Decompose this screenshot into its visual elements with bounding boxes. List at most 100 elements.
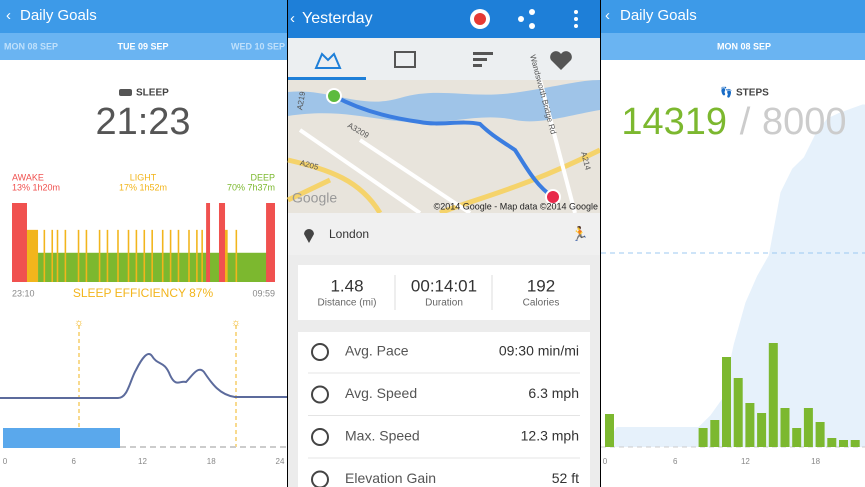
location-icon — [304, 229, 314, 243]
legend-name: DEEP — [250, 172, 275, 182]
legend-name: AWAKE — [12, 172, 44, 182]
menu-icon[interactable] — [574, 10, 578, 28]
map-copyright: ©2014 Google - Map data ©2014 Google — [434, 201, 598, 211]
bar — [827, 438, 837, 447]
steps-goal: 8000 — [762, 101, 847, 143]
app-bar — [0, 0, 287, 33]
stat-value: 1.48 — [330, 276, 363, 295]
end-pin — [545, 189, 561, 205]
back[interactable]: ‹ — [605, 7, 610, 24]
photo-tab[interactable] — [394, 51, 416, 68]
stage-stripe — [201, 229, 203, 282]
date-bar — [601, 33, 865, 60]
x-tick-label: 18 — [811, 457, 820, 466]
stage-stripe — [51, 229, 54, 282]
date[interactable]: MON 08 SEP — [4, 41, 58, 51]
x-tick-label: 12 — [741, 457, 750, 466]
stage-stripe — [169, 229, 172, 282]
bar — [710, 420, 720, 447]
date[interactable]: MON 08 SEP — [717, 41, 771, 51]
stage-stripe — [64, 229, 67, 282]
roads — [286, 147, 602, 216]
sun-icon: ☼ — [231, 317, 241, 329]
sleep-total: 21:23 — [95, 101, 190, 143]
detail-icon — [311, 470, 329, 487]
sleep-stages — [12, 203, 275, 282]
separator: / — [740, 101, 751, 143]
tab-bar — [288, 38, 600, 80]
bar — [757, 413, 767, 447]
steps-count: 14319 — [621, 101, 727, 143]
stats: 1.48 Distance (mi) 00:14:01 Duration 192 Calo… — [318, 275, 560, 310]
streets — [298, 79, 577, 215]
share-icon[interactable] — [518, 9, 535, 29]
location: London — [329, 227, 369, 241]
stage-stripe — [77, 229, 80, 282]
heart-tab[interactable] — [550, 51, 572, 70]
bar — [698, 428, 708, 447]
bar — [605, 414, 614, 447]
x-tick-label: 0 — [3, 457, 8, 466]
detail-icon — [311, 428, 329, 446]
efficiency: SLEEP EFFICIENCY 87% — [73, 286, 214, 300]
stat-label: Calories — [523, 298, 560, 309]
app-bar — [601, 0, 865, 33]
sleep-block — [3, 428, 120, 448]
date-bar — [0, 33, 287, 60]
x-tick-label: 18 — [207, 457, 216, 466]
x-tick-label: 0 — [603, 457, 608, 466]
stage-stripe — [161, 229, 164, 282]
legend-detail: 17% 1h52m — [119, 182, 167, 192]
stat-value: 192 — [527, 276, 555, 295]
detail-label: Avg. Pace — [345, 343, 409, 359]
app-icon — [474, 13, 486, 25]
section-title: STEPS — [736, 88, 769, 99]
stage-stripe — [85, 229, 88, 282]
stage-stripe — [218, 203, 226, 282]
activity-icon[interactable]: 🏃 — [571, 226, 588, 242]
stage-stripe — [235, 229, 238, 282]
detail-icon — [311, 385, 329, 404]
x-tick-label: 6 — [72, 457, 77, 466]
back[interactable]: ‹ — [290, 10, 295, 27]
details-card — [298, 332, 590, 487]
stage-stripe — [266, 203, 275, 282]
map-tab[interactable] — [314, 52, 342, 69]
back[interactable]: ‹ — [6, 7, 11, 24]
date[interactable]: WED 10 SEP — [231, 41, 285, 51]
legend-name: LIGHT — [130, 172, 157, 182]
detail-value: 52 ft — [552, 470, 579, 486]
activity-line — [0, 352, 287, 399]
map-label: A219 — [295, 90, 307, 111]
stage-stripe — [143, 229, 146, 282]
sun-icon: ☼ — [74, 317, 84, 329]
bar — [722, 357, 731, 447]
legend-detail: 13% 1h20m — [12, 182, 60, 192]
stats-tab[interactable] — [473, 52, 493, 67]
location-bar — [288, 213, 600, 255]
bar — [839, 440, 848, 447]
stage-stripe — [98, 229, 101, 282]
details: Avg. Pace 09:30 min/mi Avg. Speed 6.3 mph Ma… — [308, 343, 580, 487]
stat-label: Distance (mi) — [318, 298, 377, 309]
stage-stripe — [12, 203, 27, 282]
bar — [850, 440, 860, 447]
date[interactable]: TUE 09 SEP — [117, 41, 168, 51]
x-tick-label: 12 — [138, 457, 147, 466]
stage-stripe — [177, 229, 180, 282]
bar — [745, 403, 755, 447]
stage-stripe — [43, 229, 46, 282]
bar — [733, 378, 743, 447]
start-pin — [326, 88, 342, 104]
stage-stripe — [196, 229, 198, 282]
x-tick-label: 24 — [276, 457, 285, 466]
x-tick-label: 6 — [673, 457, 678, 466]
bar — [792, 428, 802, 447]
stats-card — [298, 265, 590, 320]
steps-icon: 👣 — [720, 86, 732, 99]
title: Daily Goals — [620, 7, 697, 24]
app-bar — [288, 0, 600, 38]
